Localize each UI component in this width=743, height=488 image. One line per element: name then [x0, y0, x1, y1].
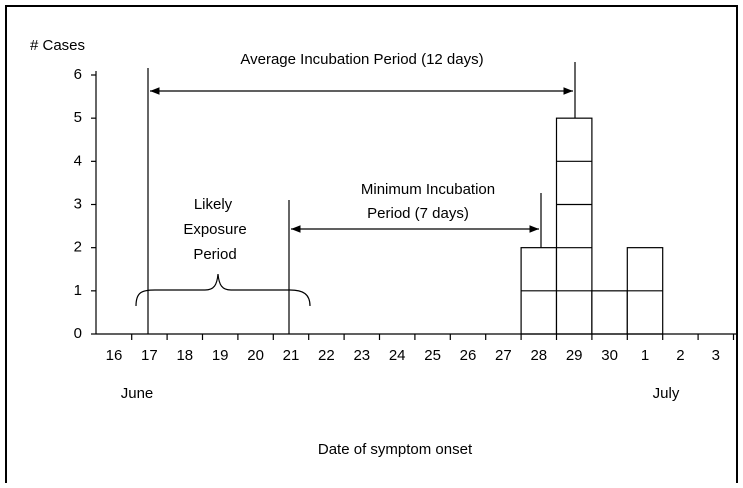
bar — [555, 117, 593, 335]
annotation: Period (7 days) — [367, 205, 469, 222]
x-tick-label: 20 — [247, 347, 264, 364]
x-tick-label: 30 — [601, 347, 618, 364]
annotation: Period — [193, 246, 236, 263]
y-tick-label: 4 — [74, 152, 82, 169]
x-axis-label: Date of symptom onset — [318, 441, 473, 458]
y-tick-label: 5 — [74, 109, 82, 126]
x-tick-label: 26 — [460, 347, 477, 364]
annotation: Exposure — [183, 221, 246, 238]
y-tick-label: 3 — [74, 195, 82, 212]
x-tick-label: 25 — [424, 347, 441, 364]
x-tick-label: 1 — [641, 347, 649, 364]
annotation: Minimum Incubation — [361, 181, 495, 198]
x-tick-label: 27 — [495, 347, 512, 364]
y-tick-label: 2 — [74, 239, 82, 256]
y-tick-label: 6 — [74, 66, 82, 83]
x-tick-label: 29 — [566, 347, 583, 364]
x-tick-label: 21 — [283, 347, 300, 364]
frame — [5, 5, 738, 488]
x-tick-label: 19 — [212, 347, 229, 364]
x-tick-label: 3 — [712, 347, 720, 364]
x-tick-label: 22 — [318, 347, 335, 364]
y-tick-label: 0 — [74, 325, 82, 342]
month-label: June — [121, 385, 154, 402]
y-axis-label: # Cases — [30, 37, 85, 54]
y-tick-label: 1 — [74, 282, 82, 299]
bar — [591, 290, 628, 335]
annotation: Likely — [194, 196, 233, 213]
annotation: Average Incubation Period (12 days) — [240, 51, 483, 68]
x-tick-label: 24 — [389, 347, 406, 364]
month-label: July — [653, 385, 680, 402]
brace — [135, 273, 311, 307]
x-tick-label: 2 — [676, 347, 684, 364]
x-tick-label: 18 — [176, 347, 193, 364]
x-tick-label: 23 — [353, 347, 370, 364]
x-tick-label: 28 — [530, 347, 547, 364]
x-tick-label: 16 — [106, 347, 123, 364]
x-tick-label: 17 — [141, 347, 158, 364]
